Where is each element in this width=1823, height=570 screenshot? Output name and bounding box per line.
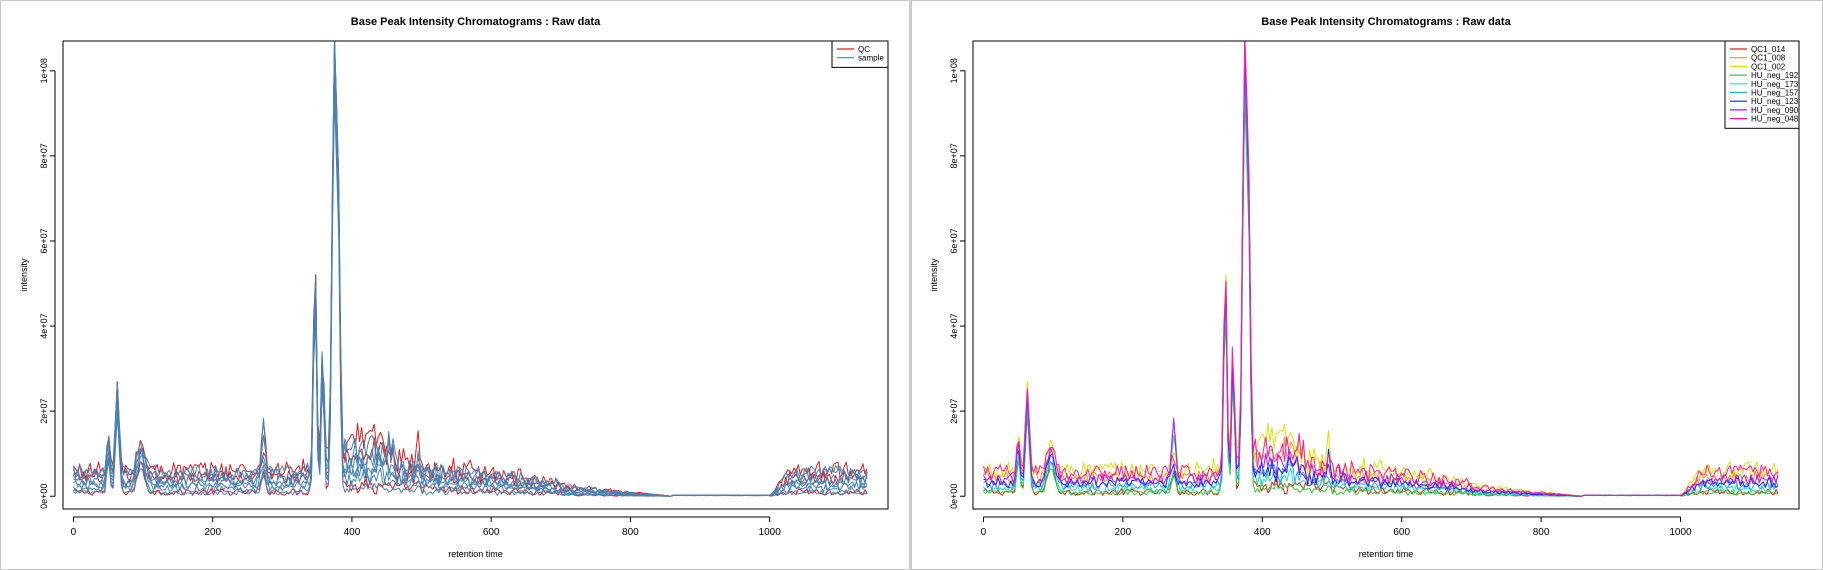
x-tick-label-400: 400 xyxy=(344,527,361,538)
series-line-7 xyxy=(72,51,868,497)
x-tick-label-200: 200 xyxy=(1115,527,1132,538)
chart-panel-right: Base Peak Intensity Chromatograms : Raw … xyxy=(911,0,1823,570)
x-tick-label-800: 800 xyxy=(1533,527,1550,538)
series-line-HU_neg_090 xyxy=(983,51,1779,497)
y-tick-label-4: 8e+07 xyxy=(949,143,959,168)
series-line-QC1_014 xyxy=(983,61,1779,497)
legend-label-QC: QC xyxy=(858,45,870,54)
series-line-5 xyxy=(73,41,868,497)
series-line-HU_neg_192 xyxy=(983,93,1779,497)
legend-label-HU_neg_090: HU_neg_090 xyxy=(1751,106,1799,115)
x-tick-label-1000: 1000 xyxy=(1669,527,1692,538)
series-line-8 xyxy=(72,41,868,497)
series-group xyxy=(983,41,1779,497)
x-tick-label-200: 200 xyxy=(204,527,221,538)
series-line-3 xyxy=(73,93,868,497)
legend-box xyxy=(831,40,889,68)
y-axis-label: intensity xyxy=(929,258,939,292)
y-tick-label-2: 4e+07 xyxy=(949,313,959,338)
y-axis-label: intensity xyxy=(19,258,29,292)
series-line-9 xyxy=(72,41,868,497)
series-line-HU_neg_123 xyxy=(983,44,1779,497)
series-line-2 xyxy=(73,45,868,497)
series-line-HU_neg_157 xyxy=(983,72,1779,497)
x-tick-label-600: 600 xyxy=(483,527,500,538)
chart-title: Base Peak Intensity Chromatograms : Raw … xyxy=(351,16,601,28)
legend-label-QC1_002: QC1_002 xyxy=(1751,62,1786,71)
x-axis-label: retention time xyxy=(448,549,503,559)
x-tick-label-0: 0 xyxy=(981,527,987,538)
chart-title: Base Peak Intensity Chromatograms : Raw … xyxy=(1261,16,1511,28)
series-line-HU_neg_173 xyxy=(983,66,1779,497)
chart-panel-left: Base Peak Intensity Chromatograms : Raw … xyxy=(0,0,910,570)
chromatogram-chart-qc-vs-sample: Base Peak Intensity Chromatograms : Raw … xyxy=(19,16,889,559)
legend-label-HU_neg_173: HU_neg_173 xyxy=(1751,80,1799,89)
y-tick-label-3: 6e+07 xyxy=(39,228,49,253)
legend-box xyxy=(1724,40,1800,129)
legend-label-QC1_014: QC1_014 xyxy=(1751,45,1786,54)
legend-label-HU_neg_192: HU_neg_192 xyxy=(1751,71,1799,80)
x-tick-label-400: 400 xyxy=(1254,527,1271,538)
y-tick-label-5: 1e+08 xyxy=(949,58,959,83)
x-tick-label-800: 800 xyxy=(622,527,639,538)
x-tick-label-0: 0 xyxy=(71,527,77,538)
y-tick-label-1: 2e+07 xyxy=(949,399,959,424)
panel-divider xyxy=(909,0,912,570)
legend-label-HU_neg_157: HU_neg_157 xyxy=(1751,89,1799,98)
series-line-1 xyxy=(73,41,868,497)
series-line-4 xyxy=(72,66,868,497)
legend-label-QC1_008: QC1_008 xyxy=(1751,54,1786,63)
x-tick-label-1000: 1000 xyxy=(759,527,782,538)
series-group xyxy=(72,41,868,497)
series-line-QC1_008 xyxy=(983,41,1779,497)
series-line-QC1_002 xyxy=(983,45,1779,497)
legend-label-sample: sample xyxy=(858,54,884,63)
x-axis-label: retention time xyxy=(1359,549,1414,559)
y-tick-label-2: 4e+07 xyxy=(39,313,49,338)
chromatogram-chart-by-sample: Base Peak Intensity Chromatograms : Raw … xyxy=(929,16,1800,559)
series-line-HU_neg_048 xyxy=(983,41,1779,497)
plot-frame xyxy=(972,40,1800,510)
legend-label-HU_neg_048: HU_neg_048 xyxy=(1751,115,1799,124)
series-line-0 xyxy=(73,61,868,497)
x-tick-label-600: 600 xyxy=(1393,527,1410,538)
y-tick-label-0: 0e+00 xyxy=(39,484,49,509)
y-tick-label-4: 8e+07 xyxy=(39,143,49,168)
legend-label-HU_neg_123: HU_neg_123 xyxy=(1751,97,1799,106)
series-line-6 xyxy=(73,70,868,497)
y-tick-label-0: 0e+00 xyxy=(949,484,959,509)
y-tick-label-1: 2e+07 xyxy=(39,399,49,424)
plot-frame xyxy=(62,40,889,510)
y-tick-label-3: 6e+07 xyxy=(949,228,959,253)
y-tick-label-5: 1e+08 xyxy=(39,58,49,83)
